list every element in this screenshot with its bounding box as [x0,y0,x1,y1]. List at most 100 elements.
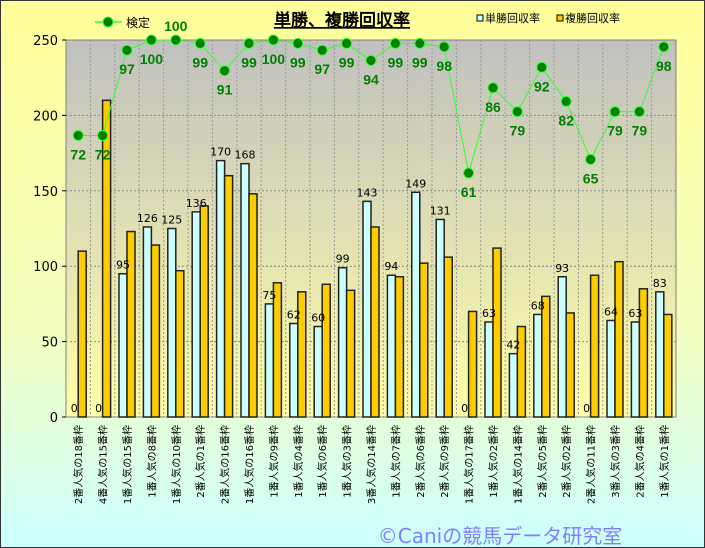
line-point [536,61,548,73]
bar-value-label: 126 [137,212,158,225]
line-value-label: 79 [607,123,623,139]
y-tick-label: 50 [41,336,58,351]
legend-swatch-tansho [476,14,484,22]
bar-fukusho [77,250,87,418]
bar-fukusho [467,310,478,418]
bar-tansho [606,319,616,418]
line-value-label: 72 [70,147,86,163]
line-value-label: 99 [339,54,355,70]
bar-value-label: 94 [384,260,398,273]
line-point [219,65,231,77]
line-value-label: 98 [656,58,672,74]
x-tick-label: 2番人気の18番枠 [72,425,85,504]
bar-tansho [240,162,250,418]
chart-title: 単勝、複勝回収率 [274,10,410,31]
line-point [511,106,523,118]
watermark: ©Caniの競馬データ研究室 [378,524,622,548]
x-tick-label: 3番人気の14番枠 [365,425,378,504]
line-value-label: 91 [217,82,233,98]
line-point [341,37,353,49]
y-tick-label: 0 [50,411,58,426]
bar-value-label: 0 [71,402,78,415]
x-tick-label: 1番人気の9番枠 [267,425,280,498]
legend-label-fukusho: 複勝回収率 [565,11,620,25]
bar-value-label: 0 [583,402,590,415]
line-point [267,34,279,46]
bar-value-label: 42 [506,339,520,352]
bar-value-label: 99 [336,253,350,266]
line-value-label: 97 [314,61,330,77]
x-tick-label: 1番人気の17番枠 [463,425,476,504]
x-tick-label: 2番人気の5番枠 [536,425,549,498]
bar-value-label: 93 [555,262,569,275]
bar-fukusho [297,291,307,418]
bar-fukusho [272,282,283,418]
bar-value-label: 168 [235,149,256,162]
bar-tansho [264,303,275,418]
line-point [438,41,450,53]
bar-fukusho [223,174,234,418]
line-point [365,54,377,66]
bar-tansho [533,313,543,418]
line-point [609,106,621,118]
x-tick-label: 1番人気の7番枠 [389,425,402,498]
bar-fukusho [150,244,161,418]
bar-tansho [142,226,153,418]
line-point [389,37,401,49]
line-value-label: 99 [290,54,306,70]
line-value-label: 99 [412,54,428,70]
bar-value-label: 143 [357,186,378,199]
bar-fukusho [321,283,331,418]
bar-fukusho [443,256,453,418]
bar-tansho [167,227,177,418]
bar-value-label: 131 [430,204,451,217]
line-value-label: 82 [558,112,574,128]
x-tick-label: 2番人気の4番枠 [633,425,646,498]
bar-tansho [313,325,323,418]
y-tick-label: 200 [33,109,58,124]
bar-value-label: 64 [604,305,618,318]
y-tick-label: 250 [33,34,58,49]
x-tick-label: 1番人気の2番枠 [487,425,500,498]
bar-fukusho [663,313,673,418]
line-point [585,153,597,165]
line-value-label: 86 [485,99,501,115]
bar-fukusho [126,230,136,418]
line-point [72,130,84,142]
line-point [487,82,499,94]
line-value-label: 99 [192,54,208,70]
line-value-label: 97 [119,61,135,77]
bar-fukusho [565,312,575,418]
line-value-label: 79 [632,123,648,139]
bar-fukusho [101,99,112,418]
x-tick-label: 2番人気の9番枠 [438,425,451,498]
bar-tansho [191,211,201,418]
line-point [145,34,157,46]
line-value-label: 72 [95,147,111,163]
bar-tansho [508,352,519,418]
bar-tansho [630,321,641,418]
x-tick-label: 1番人気の10番枠 [170,425,183,504]
legend-line: 検定 [95,15,150,30]
bar-tansho [484,321,494,418]
bar-value-label: 75 [262,289,276,302]
bar-value-label: 63 [482,307,496,320]
x-tick-label: 1番人気の3番枠 [341,425,354,498]
x-tick-label: 3番人気の3番枠 [609,425,622,498]
legend-line-marker [102,16,114,28]
x-tick-label: 2番人気の11番枠 [585,425,598,504]
bar-tansho [215,159,226,418]
legend-line-label: 検定 [126,15,150,30]
bar-fukusho [516,325,527,418]
x-tick-label: 2番人気の1番枠 [194,425,207,498]
line-point [170,34,182,46]
bar-value-label: 83 [653,277,667,290]
line-value-label: 100 [164,18,188,34]
bar-fukusho [175,269,185,418]
bar-tansho [362,200,372,418]
x-tick-label: 1番人気の1番枠 [658,425,671,498]
line-value-label: 98 [436,58,452,74]
bar-value-label: 63 [628,307,642,320]
bar-tansho [386,274,397,418]
